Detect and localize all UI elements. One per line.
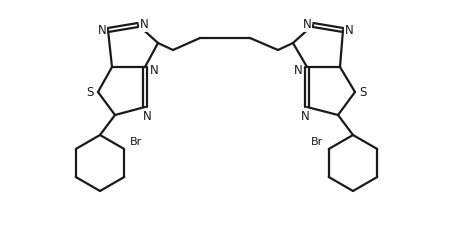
Text: N: N bbox=[303, 18, 311, 32]
Text: N: N bbox=[301, 110, 309, 124]
Text: S: S bbox=[86, 86, 94, 99]
Text: N: N bbox=[345, 23, 353, 36]
Text: N: N bbox=[294, 65, 302, 77]
Text: Br: Br bbox=[311, 137, 323, 147]
Text: N: N bbox=[150, 65, 158, 77]
Text: N: N bbox=[140, 18, 148, 32]
Text: Br: Br bbox=[130, 137, 142, 147]
Text: N: N bbox=[97, 23, 106, 36]
Text: N: N bbox=[143, 110, 151, 124]
Text: S: S bbox=[359, 86, 367, 99]
